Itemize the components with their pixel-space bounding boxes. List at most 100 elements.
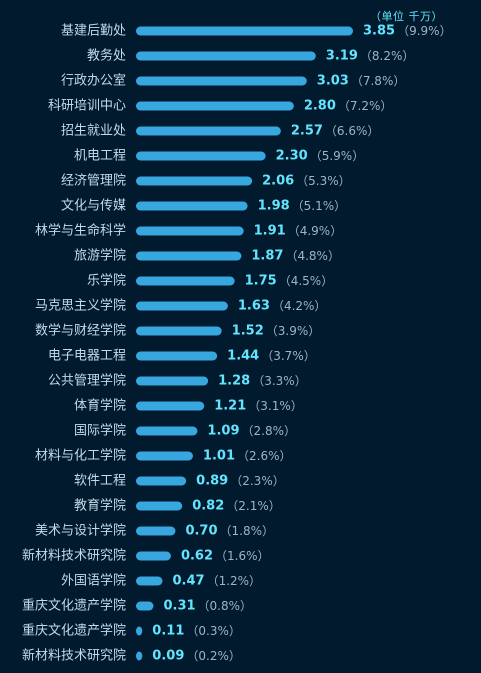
value-label: 0.82 bbox=[192, 499, 224, 514]
percent-label: （2.8%） bbox=[242, 424, 297, 438]
value-label: 1.21 bbox=[214, 399, 246, 414]
bar bbox=[136, 126, 281, 136]
value-label: 2.30 bbox=[276, 149, 308, 164]
category-label: 材料与化工学院 bbox=[35, 448, 126, 464]
value-label: 2.80 bbox=[304, 99, 336, 114]
percent-label: （1.8%） bbox=[220, 524, 274, 538]
value-label: 0.09 bbox=[152, 649, 184, 664]
unit-label: （单位 千万） bbox=[370, 10, 443, 23]
percent-label: （5.9%） bbox=[310, 149, 365, 163]
value-label: 0.47 bbox=[172, 574, 204, 589]
category-label: 乐学院 bbox=[87, 273, 126, 289]
value-label: 1.28 bbox=[218, 374, 250, 389]
bar bbox=[136, 76, 307, 86]
bar bbox=[136, 226, 244, 236]
percent-label: （3.1%） bbox=[248, 399, 303, 413]
value-label: 0.70 bbox=[185, 524, 217, 539]
bar-row: 电子电器工程 1.44 （3.7%） bbox=[48, 349, 316, 364]
bar-row: 林学与生命科学 1.91 （4.9%） bbox=[35, 223, 342, 239]
bar-row: 公共管理学院 1.28 （3.3%） bbox=[48, 373, 307, 389]
category-label: 重庆文化遗产学院 bbox=[22, 598, 126, 614]
bar-row: 科研培训中心 2.80 （7.2%） bbox=[48, 98, 392, 114]
bar-row: 美术与设计学院 0.70 （1.8%） bbox=[35, 523, 274, 539]
value-label: 0.11 bbox=[152, 624, 184, 639]
bar-row: 重庆文化遗产学院 0.11 （0.3%） bbox=[22, 623, 241, 639]
category-label: 软件工程 bbox=[74, 474, 126, 489]
category-label: 基建后勤处 bbox=[61, 24, 126, 39]
category-label: 旅游学院 bbox=[74, 248, 126, 264]
bar bbox=[136, 101, 294, 111]
category-label: 文化与传媒 bbox=[61, 199, 126, 214]
value-label: 0.62 bbox=[181, 549, 213, 564]
bar bbox=[136, 626, 143, 636]
category-label: 科研培训中心 bbox=[48, 98, 126, 114]
percent-label: （7.8%） bbox=[351, 74, 406, 88]
percent-label: （2.3%） bbox=[230, 474, 285, 488]
category-label: 教育学院 bbox=[74, 498, 126, 514]
category-label: 新材料技术研究院 bbox=[22, 648, 126, 664]
percent-label: （7.2%） bbox=[338, 99, 393, 113]
bar-row: 机电工程 2.30 （5.9%） bbox=[74, 149, 364, 164]
value-label: 0.31 bbox=[163, 599, 195, 614]
percent-label: （5.1%） bbox=[292, 199, 347, 213]
bar-row: 经济管理院 2.06 （5.3%） bbox=[61, 174, 351, 189]
value-label: 1.75 bbox=[245, 274, 277, 289]
value-label: 3.19 bbox=[326, 49, 358, 64]
percent-label: （1.6%） bbox=[215, 549, 269, 563]
bar bbox=[136, 376, 209, 386]
value-label: 1.52 bbox=[232, 324, 264, 339]
bar-row: 软件工程 0.89 （2.3%） bbox=[74, 474, 285, 489]
category-label: 外国语学院 bbox=[61, 573, 126, 589]
category-label: 行政办公室 bbox=[61, 73, 126, 89]
value-label: 2.57 bbox=[291, 124, 323, 139]
category-label: 马克思主义学院 bbox=[35, 298, 126, 314]
bar bbox=[136, 276, 235, 286]
percent-label: （0.3%） bbox=[186, 624, 241, 638]
bar-row: 外国语学院 0.47 （1.2%） bbox=[61, 573, 261, 589]
category-label: 教务处 bbox=[87, 48, 126, 64]
category-label: 数学与财经学院 bbox=[35, 323, 126, 339]
bar bbox=[136, 26, 353, 36]
percent-label: （4.5%） bbox=[279, 274, 334, 288]
value-label: 1.01 bbox=[203, 449, 235, 464]
percent-label: （2.1%） bbox=[226, 499, 281, 513]
category-label: 招生就业处 bbox=[61, 124, 126, 139]
percent-label: （4.8%） bbox=[285, 249, 340, 263]
value-label: 1.98 bbox=[258, 199, 290, 214]
bar-row: 教育学院 0.82 （2.1%） bbox=[74, 498, 281, 514]
percent-label: （6.6%） bbox=[325, 124, 380, 138]
percent-label: （3.7%） bbox=[261, 349, 316, 363]
bar-row: 招生就业处 2.57 （6.6%） bbox=[61, 124, 379, 139]
bar bbox=[136, 251, 242, 261]
value-label: 1.91 bbox=[254, 224, 286, 239]
category-label: 新材料技术研究院 bbox=[22, 548, 126, 564]
bar-row: 行政办公室 3.03 （7.8%） bbox=[61, 73, 405, 89]
category-label: 公共管理学院 bbox=[48, 373, 126, 389]
percent-label: （1.2%） bbox=[207, 574, 262, 588]
value-label: 1.63 bbox=[238, 299, 270, 314]
category-label: 重庆文化遗产学院 bbox=[22, 623, 126, 639]
category-label: 体育学院 bbox=[74, 398, 126, 414]
percent-label: （0.2%） bbox=[186, 649, 241, 663]
percent-label: （0.8%） bbox=[198, 599, 253, 613]
bar bbox=[136, 151, 266, 161]
bar-row: 旅游学院 1.87 （4.8%） bbox=[74, 248, 340, 264]
value-label: 1.44 bbox=[227, 349, 259, 364]
bar bbox=[136, 51, 316, 61]
value-label: 0.89 bbox=[196, 474, 228, 489]
bar bbox=[136, 301, 228, 311]
value-label: 1.87 bbox=[251, 249, 283, 264]
percent-label: （4.9%） bbox=[288, 224, 343, 238]
value-label: 2.06 bbox=[262, 174, 294, 189]
bar bbox=[136, 476, 187, 486]
bar bbox=[136, 326, 222, 336]
percent-label: （4.2%） bbox=[272, 299, 327, 313]
category-label: 国际学院 bbox=[74, 423, 126, 439]
bar-row: 新材料技术研究院 0.62 （1.6%） bbox=[22, 548, 270, 564]
bar-row: 乐学院 1.75 （4.5%） bbox=[87, 273, 333, 289]
percent-label: （5.3%） bbox=[296, 174, 351, 188]
percent-label: （3.3%） bbox=[252, 374, 306, 388]
bar bbox=[136, 651, 143, 661]
percent-label: （9.9%） bbox=[397, 24, 452, 38]
